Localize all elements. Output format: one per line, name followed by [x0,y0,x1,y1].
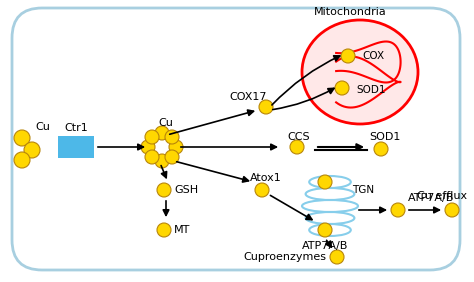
Text: SOD1: SOD1 [356,85,385,95]
Circle shape [165,150,179,164]
Circle shape [145,130,159,144]
Circle shape [255,183,269,197]
Circle shape [14,130,30,146]
Text: TGN: TGN [352,185,374,195]
Ellipse shape [302,20,418,124]
FancyBboxPatch shape [12,8,460,270]
Circle shape [259,100,273,114]
Circle shape [145,150,159,164]
Circle shape [155,154,169,168]
Circle shape [14,152,30,168]
Circle shape [374,142,388,156]
Text: Cu efflux: Cu efflux [417,191,467,201]
Text: Cu: Cu [159,118,173,128]
FancyBboxPatch shape [58,136,94,158]
Text: Ctr1: Ctr1 [64,123,88,133]
Circle shape [330,250,344,264]
Text: ATP7A/B: ATP7A/B [302,241,348,251]
Text: MT: MT [174,225,191,235]
Circle shape [155,126,169,140]
Text: CCS: CCS [287,132,310,142]
Circle shape [141,140,155,154]
Text: Atox1: Atox1 [250,173,282,183]
Circle shape [391,203,405,217]
Circle shape [169,140,183,154]
Circle shape [24,142,40,158]
Text: Cu: Cu [35,122,50,132]
Text: COX: COX [362,51,384,61]
Circle shape [157,183,171,197]
Circle shape [157,223,171,237]
Text: Cuproenzymes: Cuproenzymes [243,252,326,262]
Circle shape [445,203,459,217]
Text: SOD1: SOD1 [369,132,401,142]
Circle shape [165,130,179,144]
Text: GSH: GSH [174,185,198,195]
Circle shape [335,81,349,95]
Circle shape [318,175,332,189]
Text: ATP7A/B: ATP7A/B [408,193,455,203]
Circle shape [341,49,355,63]
Circle shape [318,223,332,237]
Text: COX17: COX17 [229,92,267,102]
Text: Mitochondria: Mitochondria [314,7,386,17]
Circle shape [290,140,304,154]
